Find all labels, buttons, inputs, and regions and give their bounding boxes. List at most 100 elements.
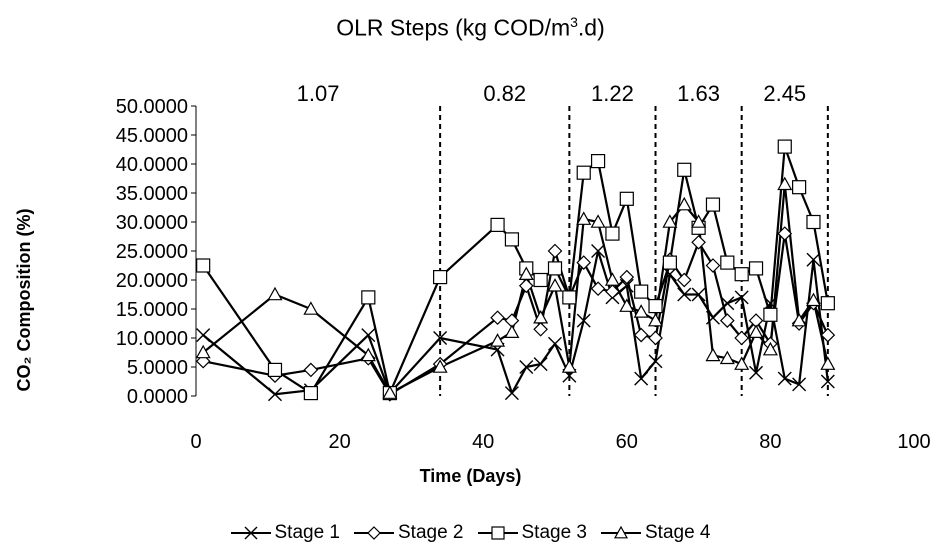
data-point-triangle-marker <box>719 350 735 365</box>
data-point-x-marker <box>763 296 778 311</box>
data-point-diamond-marker <box>777 226 793 241</box>
data-point-x-marker <box>196 328 211 343</box>
data-point-triangle-marker <box>705 347 721 362</box>
data-point-square-marker <box>619 191 634 206</box>
data-point-triangle-marker <box>691 214 707 228</box>
data-point-diamond-marker <box>367 526 381 540</box>
data-point-triangle-marker <box>734 356 750 370</box>
data-point-triangle-marker <box>490 333 506 347</box>
data-point-diamond-marker <box>490 310 505 326</box>
legend-label: Stage 3 <box>521 522 588 543</box>
legend-item: Stage 2 <box>354 522 464 544</box>
data-point-triangle-marker <box>633 304 649 318</box>
legend-swatch <box>354 526 394 540</box>
data-point-diamond-marker <box>648 330 663 346</box>
data-point-x-marker <box>591 244 606 258</box>
olr-step-label: 0.82 <box>483 81 526 106</box>
chart-title-suffix: .d) <box>577 14 605 41</box>
x-tick-label: 100 <box>897 431 930 453</box>
olr-step-label: 1.63 <box>677 81 720 106</box>
data-point-square-marker <box>490 217 505 232</box>
data-point-diamond-marker <box>691 234 706 250</box>
olr-step-label: 1.07 <box>297 81 340 106</box>
data-point-triangle-marker <box>561 359 577 373</box>
y-tick-label: 30.0000 <box>116 212 188 234</box>
legend-item: Stage 1 <box>230 522 341 544</box>
data-point-square-marker <box>590 154 606 169</box>
data-point-diamond-marker <box>719 313 735 328</box>
x-tick-label: 20 <box>328 431 350 453</box>
data-point-x-marker <box>548 336 562 351</box>
y-axis-label: CO₂ Composition (%) <box>14 208 34 392</box>
data-point-x-marker <box>806 252 821 267</box>
legend-label: Stage 1 <box>274 522 341 543</box>
data-point-square-marker <box>605 226 620 241</box>
data-point-x-marker <box>519 360 534 374</box>
data-point-square-marker <box>748 261 764 276</box>
data-point-square-marker <box>562 290 577 305</box>
data-point-square-marker <box>267 362 283 377</box>
olr-step-label: 2.45 <box>763 81 806 106</box>
data-point-square-marker <box>504 232 520 247</box>
data-point-square-marker <box>677 162 692 177</box>
series-line-stage-4 <box>202 183 829 395</box>
data-point-x-marker <box>677 287 692 302</box>
data-point-triangle-marker <box>820 356 836 370</box>
x-axis-label: Time (Days) <box>419 466 522 486</box>
y-tick-label: 10.0000 <box>116 328 188 350</box>
data-point-square-marker <box>303 386 318 401</box>
data-point-square-marker <box>533 272 548 288</box>
data-point-square-marker <box>820 296 835 311</box>
legend-swatch <box>477 526 518 540</box>
data-point-x-marker <box>820 374 835 389</box>
x-tick-label: 60 <box>616 431 638 453</box>
data-point-triangle-marker <box>777 176 793 191</box>
data-point-square-marker <box>720 255 735 270</box>
data-point-square-marker <box>792 180 807 195</box>
data-point-diamond-marker <box>518 278 534 294</box>
data-point-diamond-marker <box>633 327 649 343</box>
data-point-x-marker <box>662 267 677 282</box>
data-point-x-marker <box>634 371 649 386</box>
data-point-x-marker <box>691 287 706 302</box>
y-tick-label: 40.0000 <box>116 154 188 176</box>
legend-item: Stage 3 <box>477 522 588 544</box>
data-point-diamond-marker <box>820 327 836 343</box>
data-point-x-marker <box>576 313 591 328</box>
data-point-diamond-marker <box>576 255 592 270</box>
legend-swatch <box>601 525 641 539</box>
data-point-x-marker <box>267 387 282 402</box>
data-point-x-marker <box>361 328 376 343</box>
data-point-triangle-marker <box>518 266 534 280</box>
chart-title: OLR Steps (kg COD/m3.d) <box>0 14 941 42</box>
data-point-x-marker <box>504 386 519 401</box>
data-point-square-marker <box>433 270 448 285</box>
chart-title-superscript: 3 <box>570 14 578 30</box>
line-chart: 0.0000 5.0000 10.0000 15.0000 20.0000 25.0000… <box>116 81 931 453</box>
data-point-x-marker <box>720 296 735 311</box>
data-point-diamond-marker <box>619 269 635 285</box>
data-point-square-marker <box>806 214 821 230</box>
data-point-square-marker <box>361 290 376 305</box>
data-point-triangle-marker <box>267 286 283 301</box>
y-tick-label: 5.0000 <box>127 357 188 379</box>
legend-label: Stage 2 <box>398 522 464 543</box>
data-point-x-marker <box>648 354 663 369</box>
data-point-square-marker <box>648 299 663 314</box>
legend-label: Stage 4 <box>645 522 711 543</box>
x-tick-label: 40 <box>472 431 494 453</box>
data-point-x-marker <box>433 331 448 345</box>
data-point-x-marker <box>734 290 749 305</box>
data-point-diamond-marker <box>734 330 750 346</box>
data-point-triangle-marker <box>195 344 211 359</box>
chart-title-prefix: OLR Steps (kg COD/m <box>336 14 571 41</box>
data-point-square-marker <box>705 197 721 212</box>
data-point-square-marker <box>662 255 677 270</box>
data-point-diamond-marker <box>303 362 319 378</box>
x-tick-label: 80 <box>759 431 781 453</box>
data-point-square-marker <box>763 307 778 322</box>
data-point-triangle-marker <box>748 324 764 338</box>
data-point-triangle-marker <box>590 214 606 228</box>
data-point-triangle-marker <box>619 298 635 312</box>
data-point-square-marker <box>777 139 792 154</box>
